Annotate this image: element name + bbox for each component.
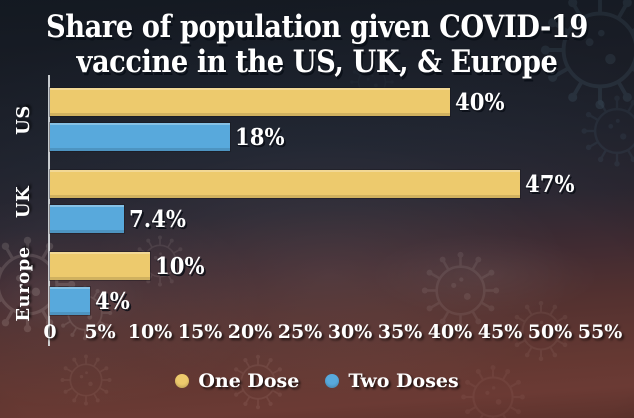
title-line-2: vaccine in the US, UK, & Europe: [76, 44, 558, 80]
chart-title: Share of population given COVID-19 vacci…: [38, 10, 596, 80]
legend-item-two-doses: Two Doses: [325, 370, 459, 392]
value-label-europe-two-doses: 4%: [95, 287, 130, 315]
bar-uk-one-dose: [50, 170, 520, 198]
plot-area: US 40% 18% UK 47% 7.4% Europe 10% 4%: [13, 82, 610, 321]
bar-europe-one-dose: [50, 252, 150, 280]
y-axis-line: [48, 75, 50, 346]
x-tick-5: 5%: [84, 321, 116, 343]
bar-row-europe-one-dose: 10%: [50, 252, 610, 280]
category-label-us: US: [13, 104, 34, 135]
value-label-us-one-dose: 40%: [455, 88, 505, 116]
x-tick-50: 50%: [527, 321, 573, 343]
bar-us-one-dose: [50, 88, 450, 116]
bar-group-uk: UK 47% 7.4%: [13, 170, 610, 233]
x-tick-45: 45%: [477, 321, 523, 343]
legend-dot-two-doses: [325, 374, 340, 388]
category-label-europe: Europe: [13, 245, 34, 322]
value-label-europe-one-dose: 10%: [155, 252, 205, 280]
legend-label-two-doses: Two Doses: [348, 370, 459, 392]
x-tick-40: 40%: [427, 321, 473, 343]
x-tick-15: 15%: [177, 321, 223, 343]
bar-row-us-two-doses: 18%: [50, 123, 610, 151]
bar-uk-two-doses: [50, 205, 124, 233]
legend-label-one-dose: One Dose: [198, 370, 300, 392]
x-tick-55: 55%: [577, 321, 623, 343]
category-label-uk: UK: [13, 185, 34, 218]
x-tick-0: 0: [43, 321, 57, 343]
bar-europe-two-doses: [50, 287, 90, 315]
title-line-1: Share of population given COVID-19: [46, 9, 588, 45]
legend: One Dose Two Doses: [0, 368, 634, 394]
bar-chart: US 40% 18% UK 47% 7.4% Europe 10% 4% 0 5% 10% 15% 20…: [0, 75, 634, 372]
x-tick-30: 30%: [327, 321, 373, 343]
x-tick-10: 10%: [127, 321, 173, 343]
value-label-us-two-doses: 18%: [235, 123, 285, 151]
bar-group-us: US 40% 18%: [13, 88, 610, 151]
x-axis: 0 5% 10% 15% 20% 25% 30% 35% 40% 45% 50% 55%: [43, 320, 622, 344]
x-tick-20: 20%: [227, 321, 273, 343]
x-tick-35: 35%: [377, 321, 423, 343]
legend-dot-one-dose: [175, 374, 190, 388]
bar-row-uk-two-doses: 7.4%: [50, 205, 610, 233]
bar-us-two-doses: [50, 123, 230, 151]
bar-row-europe-two-doses: 4%: [50, 287, 610, 315]
legend-item-one-dose: One Dose: [175, 370, 299, 392]
bar-row-uk-one-dose: 47%: [50, 170, 610, 198]
value-label-uk-two-doses: 7.4%: [129, 205, 186, 233]
bar-row-us-one-dose: 40%: [50, 88, 610, 116]
bar-group-europe: Europe 10% 4%: [13, 246, 610, 321]
value-label-uk-one-dose: 47%: [525, 170, 575, 198]
x-tick-25: 25%: [277, 321, 323, 343]
